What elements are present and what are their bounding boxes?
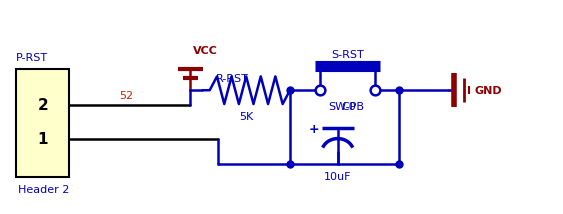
Text: 2: 2 xyxy=(37,98,48,113)
Text: +: + xyxy=(308,123,319,136)
Text: R-RST: R-RST xyxy=(216,74,249,84)
Text: 10uF: 10uF xyxy=(324,172,351,182)
Bar xyxy=(16,68,69,177)
Text: 5K: 5K xyxy=(239,112,253,122)
Text: 52: 52 xyxy=(119,91,133,101)
Text: P-RST: P-RST xyxy=(16,53,48,62)
Text: S-RST: S-RST xyxy=(331,50,364,60)
Text: C0: C0 xyxy=(342,102,356,112)
Text: SW-PB: SW-PB xyxy=(328,102,364,112)
Text: Header 2: Header 2 xyxy=(19,185,70,195)
Text: 1: 1 xyxy=(37,132,48,147)
Text: GND: GND xyxy=(474,86,502,96)
Text: VCC: VCC xyxy=(193,46,217,56)
